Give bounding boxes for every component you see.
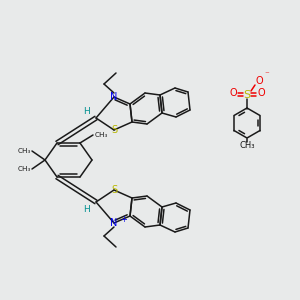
Text: O: O xyxy=(255,76,263,86)
Text: CH₃: CH₃ xyxy=(239,140,255,149)
Text: S: S xyxy=(243,90,250,100)
Text: ⁻: ⁻ xyxy=(265,70,269,80)
Text: S: S xyxy=(111,185,117,195)
Text: N: N xyxy=(110,218,118,228)
Text: CH₃: CH₃ xyxy=(17,166,31,172)
Text: O: O xyxy=(229,88,237,98)
Text: +: + xyxy=(121,214,128,224)
Text: H: H xyxy=(82,106,89,116)
Text: CH₃: CH₃ xyxy=(17,148,31,154)
Text: CH₃: CH₃ xyxy=(94,132,108,138)
Text: O: O xyxy=(257,88,265,98)
Text: H: H xyxy=(82,205,89,214)
Text: S: S xyxy=(111,125,117,135)
Text: N: N xyxy=(110,92,118,102)
